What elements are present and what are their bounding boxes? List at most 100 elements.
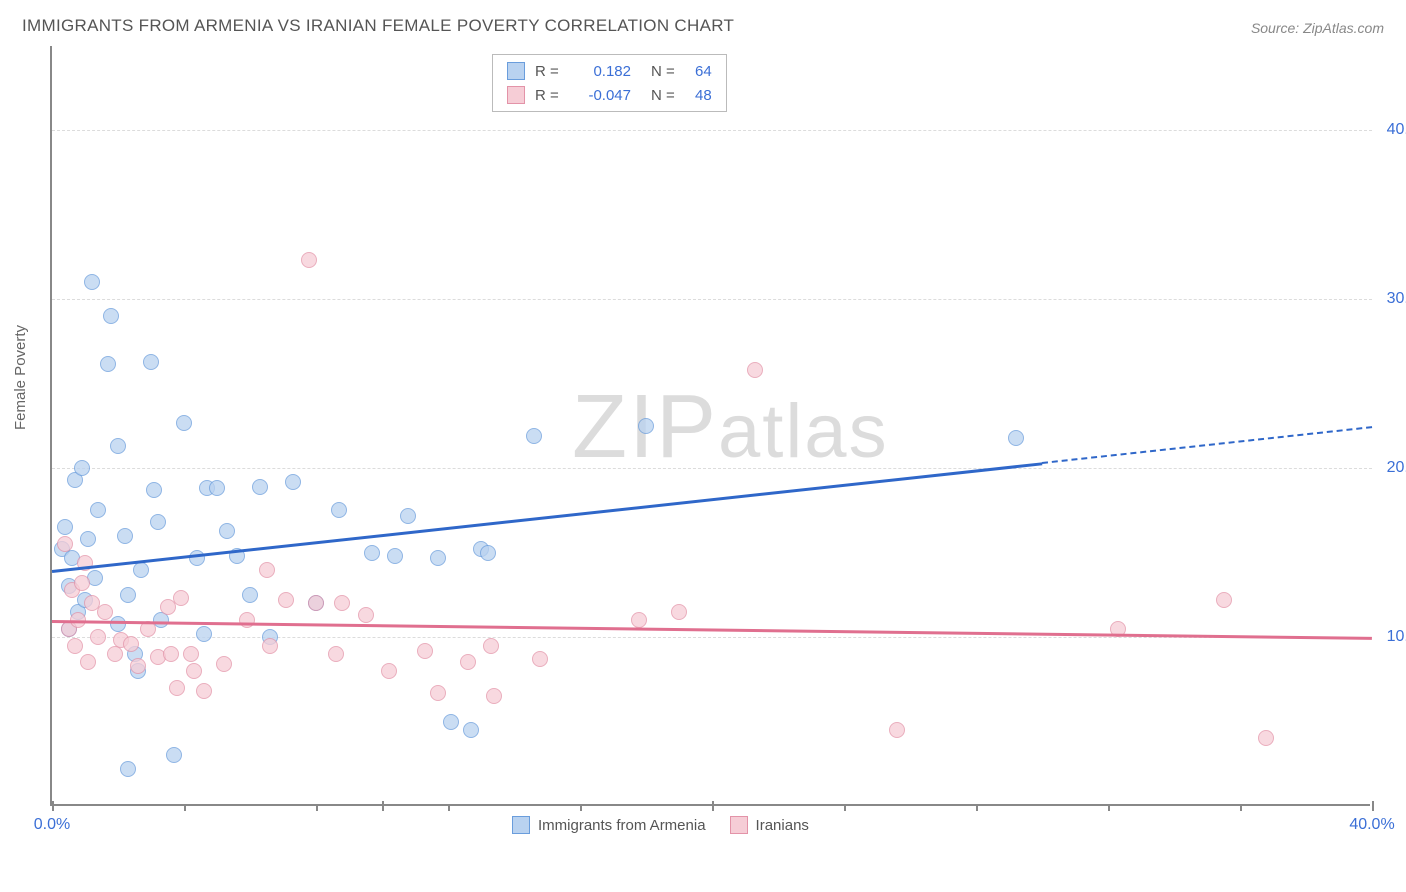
dot-series-1 [90, 502, 106, 518]
dot-series-1 [285, 474, 301, 490]
dot-series-1 [219, 523, 235, 539]
x-tick-mark [382, 801, 384, 811]
x-tick-mark [316, 804, 318, 811]
dot-series-2 [67, 638, 83, 654]
dot-series-2 [107, 646, 123, 662]
dot-series-1 [387, 548, 403, 564]
dot-series-1 [189, 550, 205, 566]
dot-series-2 [74, 575, 90, 591]
dot-series-1 [1008, 430, 1024, 446]
x-tick-mark [1240, 804, 1242, 811]
dot-series-1 [120, 587, 136, 603]
swatch-icon [512, 816, 530, 834]
dot-series-1 [110, 438, 126, 454]
x-tick-mark [448, 804, 450, 811]
x-tick-mark [52, 801, 54, 811]
trend-line-extrapolation [1042, 426, 1372, 464]
dot-series-1 [57, 519, 73, 535]
legend-row-series-2: R = -0.047 N = 48 [507, 83, 712, 107]
x-tick-mark [1372, 801, 1374, 811]
y-tick-label: 40.0% [1387, 121, 1406, 139]
dot-series-2 [90, 629, 106, 645]
dot-series-2 [460, 654, 476, 670]
y-tick-label: 30.0% [1387, 290, 1406, 308]
dot-series-2 [196, 683, 212, 699]
dot-series-2 [631, 612, 647, 628]
source-attribution: Source: ZipAtlas.com [1251, 20, 1384, 36]
chart-title: IMMIGRANTS FROM ARMENIA VS IRANIAN FEMAL… [22, 16, 734, 36]
x-tick-mark [184, 804, 186, 811]
trend-line-series-1 [52, 462, 1042, 572]
dot-series-2 [173, 590, 189, 606]
dot-series-1 [146, 482, 162, 498]
grid-line [52, 299, 1372, 300]
y-axis-label: Female Poverty [12, 325, 29, 430]
dot-series-1 [117, 528, 133, 544]
dot-series-1 [480, 545, 496, 561]
dot-series-1 [443, 714, 459, 730]
dot-series-2 [80, 654, 96, 670]
dot-series-2 [334, 595, 350, 611]
series-legend-bottom: Immigrants from Armenia Iranians [512, 816, 809, 834]
dot-series-1 [84, 274, 100, 290]
dot-series-1 [120, 761, 136, 777]
dot-series-2 [259, 562, 275, 578]
dot-series-2 [163, 646, 179, 662]
dot-series-1 [463, 722, 479, 738]
scatter-plot-area: ZIPatlas R = 0.182 N = 64 R = -0.047 N =… [50, 46, 1370, 806]
x-tick-mark [844, 804, 846, 811]
dot-series-1 [100, 356, 116, 372]
dot-series-2 [278, 592, 294, 608]
correlation-legend-box: R = 0.182 N = 64 R = -0.047 N = 48 [492, 54, 727, 112]
swatch-icon [507, 62, 525, 80]
x-tick-mark [976, 804, 978, 811]
y-tick-label: 20.0% [1387, 459, 1406, 477]
dot-series-2 [671, 604, 687, 620]
dot-series-1 [196, 626, 212, 642]
dot-series-2 [358, 607, 374, 623]
dot-series-1 [80, 531, 96, 547]
dot-series-2 [262, 638, 278, 654]
dot-series-1 [166, 747, 182, 763]
dot-series-1 [143, 354, 159, 370]
legend-item-series-1: Immigrants from Armenia [512, 816, 706, 834]
watermark-text: ZIPatlas [572, 376, 889, 479]
dot-series-1 [331, 502, 347, 518]
dot-series-2 [123, 636, 139, 652]
dot-series-1 [74, 460, 90, 476]
swatch-icon [730, 816, 748, 834]
dot-series-2 [486, 688, 502, 704]
dot-series-2 [747, 362, 763, 378]
dot-series-2 [417, 643, 433, 659]
x-tick-label: 0.0% [34, 816, 70, 834]
dot-series-1 [176, 415, 192, 431]
dot-series-2 [301, 252, 317, 268]
dot-series-2 [216, 656, 232, 672]
dot-series-1 [364, 545, 380, 561]
dot-series-2 [1216, 592, 1232, 608]
grid-line [52, 468, 1372, 469]
grid-line [52, 637, 1372, 638]
dot-series-2 [483, 638, 499, 654]
dot-series-2 [183, 646, 199, 662]
dot-series-2 [889, 722, 905, 738]
dot-series-2 [1258, 730, 1274, 746]
x-tick-mark [1108, 804, 1110, 811]
legend-row-series-1: R = 0.182 N = 64 [507, 59, 712, 83]
dot-series-1 [209, 480, 225, 496]
x-tick-mark [580, 804, 582, 811]
dot-series-2 [532, 651, 548, 667]
dot-series-2 [169, 680, 185, 696]
dot-series-1 [110, 616, 126, 632]
dot-series-2 [130, 658, 146, 674]
dot-series-2 [381, 663, 397, 679]
dot-series-1 [150, 514, 166, 530]
x-tick-mark [712, 801, 714, 811]
dot-series-1 [103, 308, 119, 324]
dot-series-2 [186, 663, 202, 679]
grid-line [52, 130, 1372, 131]
dot-series-2 [308, 595, 324, 611]
legend-item-series-2: Iranians [730, 816, 809, 834]
dot-series-1 [133, 562, 149, 578]
dot-series-1 [526, 428, 542, 444]
